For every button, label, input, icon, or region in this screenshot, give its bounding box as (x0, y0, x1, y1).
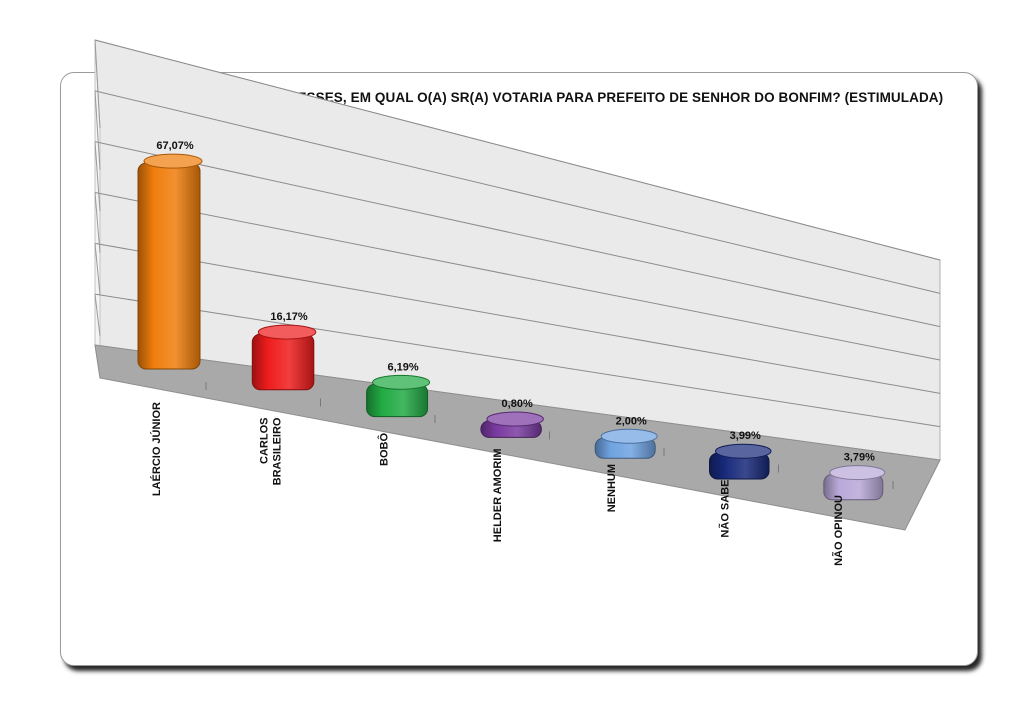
data-label: 0,80% (502, 398, 533, 410)
bar-top (600, 428, 658, 444)
category-label-line: BRASILEIRO (272, 417, 284, 485)
bar-front (137, 162, 201, 370)
gridline-side (94, 39, 101, 129)
bar (366, 374, 431, 418)
bar-top (715, 443, 772, 459)
gridline (94, 293, 941, 428)
category-label-line: BOBÔ (377, 433, 390, 466)
bar-top (372, 374, 431, 390)
category-label: LAÉRCIO JÚNIOR (150, 402, 163, 496)
category-label: NÃO SABE (719, 480, 732, 538)
category-label-line: LAÉRCIO JÚNIOR (150, 402, 163, 496)
bar (594, 428, 658, 459)
bar-top (486, 411, 544, 427)
bar (137, 153, 203, 370)
category-label-line: CARLOS (259, 418, 271, 464)
gridline (94, 242, 941, 394)
bar-front (251, 333, 315, 391)
gridline-side (94, 294, 101, 337)
category-label-line: NENHUM (606, 464, 618, 512)
bar (251, 324, 317, 391)
category-label: HELDER AMORIM (492, 449, 504, 543)
category-label: NÃO OPINOU (832, 495, 845, 566)
data-label: 6,19% (387, 361, 418, 373)
gridline (94, 192, 941, 361)
data-label: 3,79% (844, 452, 875, 464)
bar-top (257, 324, 317, 340)
gridline (94, 141, 941, 328)
data-label: 67,07% (156, 140, 194, 152)
category-label-line: NÃO OPINOU (832, 495, 845, 566)
category-label: NENHUM (606, 464, 618, 512)
data-label: 16,17% (270, 311, 308, 323)
category-label-line: NÃO SABE (719, 480, 732, 538)
gridline (94, 90, 941, 294)
bar (480, 411, 544, 438)
gridline-side (94, 243, 101, 295)
bar (823, 465, 886, 501)
gridline-side (94, 90, 101, 170)
gridline-side (94, 141, 101, 212)
category-label-line: HELDER AMORIM (492, 449, 504, 543)
bar (709, 443, 772, 480)
data-label: 2,00% (616, 415, 647, 427)
gridline (94, 39, 941, 261)
category-label: CARLOSBRASILEIRO (259, 417, 284, 485)
bar-top (829, 465, 886, 481)
bar-top (143, 153, 203, 169)
gridline-side (94, 192, 101, 254)
data-label: 3,99% (730, 430, 761, 442)
category-label: BOBÔ (377, 433, 390, 466)
